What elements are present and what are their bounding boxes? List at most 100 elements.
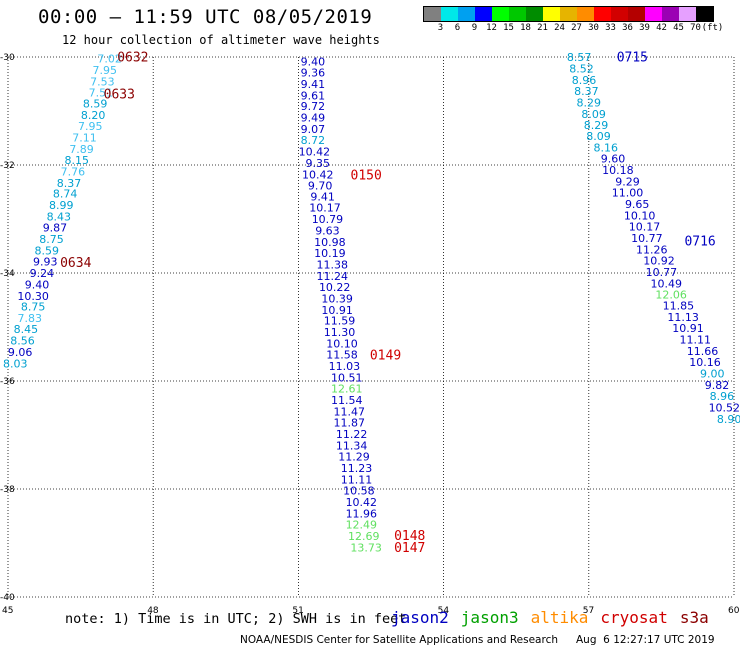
page-subtitle: 12 hour collection of altimeter wave hei… [62, 33, 380, 47]
wave-height-value: 13.73 [350, 541, 382, 554]
color-scale-label: 3 [437, 23, 444, 33]
pass-time-label: 0148 [394, 529, 425, 544]
wave-height-value: 8.99 [49, 199, 74, 212]
color-swatch [492, 7, 509, 21]
wave-height-value: 8.57 [567, 51, 592, 64]
pass-time-label: 0632 [117, 51, 148, 66]
wave-height-value: 11.23 [341, 462, 373, 475]
color-scale-label: 30 [588, 23, 599, 33]
color-scale-label: 33 [605, 23, 616, 33]
color-scale-bar [423, 6, 714, 22]
color-scale-label: 6 [454, 23, 461, 33]
wave-height-value: 10.79 [312, 213, 344, 226]
wave-height-value: 9.93 [33, 256, 58, 269]
wave-height-value: 11.11 [680, 334, 712, 347]
wave-height-value: 11.22 [336, 428, 368, 441]
wave-height-value: 8.16 [593, 141, 618, 154]
pass-time-label: 0149 [370, 349, 401, 364]
wave-height-value: 8.90 [717, 413, 740, 426]
color-scale-label: 15 [503, 23, 514, 33]
wave-height-value: 9.61 [301, 89, 326, 102]
wave-height-value: 9.49 [301, 112, 326, 125]
wave-height-value: 12.69 [348, 530, 380, 543]
color-swatch [696, 7, 713, 21]
wave-height-value: 11.96 [346, 507, 378, 520]
wave-height-value: 9.41 [301, 78, 326, 91]
wave-height-value: 8.59 [34, 244, 59, 257]
wave-height-value: 8.09 [581, 108, 606, 121]
lon-tick-label: 51 [292, 606, 303, 616]
wave-height-value: 9.40 [25, 278, 50, 291]
lon-tick-label: 57 [583, 606, 594, 616]
wave-height-value: 11.11 [341, 473, 373, 486]
color-swatch [560, 7, 577, 21]
footer: NOAA/NESDIS Center for Satellite Applica… [240, 634, 715, 646]
pass-time-label: 0147 [394, 541, 425, 556]
wave-height-value: 8.45 [14, 323, 39, 336]
wave-height-value: 12.49 [346, 519, 378, 532]
wave-height-value: 10.49 [650, 277, 682, 290]
wave-height-value: 7.11 [72, 132, 97, 145]
wave-height-value: 10.58 [343, 485, 375, 498]
color-scale-label: 42 [656, 23, 667, 33]
color-swatch [594, 7, 611, 21]
color-swatch [543, 7, 560, 21]
wave-height-value: 10.42 [302, 168, 334, 181]
wave-height-value: 11.30 [324, 326, 356, 339]
wave-height-value: 10.77 [646, 266, 678, 279]
units-note: note: 1) Time is in UTC; 2) SWH is in fe… [65, 611, 407, 627]
satellite-legend: jason2 jason3 altika cryosat s3a [391, 608, 721, 627]
wave-height-value: 11.87 [333, 417, 365, 430]
wave-height-value: 9.00 [700, 368, 725, 381]
wave-height-value: 11.03 [329, 360, 361, 373]
wave-height-value: 9.70 [308, 180, 333, 193]
wave-height-value: 8.75 [39, 233, 64, 246]
wave-height-value: 11.38 [317, 258, 349, 271]
wave-height-value: 11.54 [331, 394, 363, 407]
wave-height-value: 10.10 [624, 209, 656, 222]
wave-height-value: 9.41 [310, 190, 335, 203]
color-swatch [577, 7, 594, 21]
wave-height-value: 8.37 [574, 85, 599, 98]
wave-height-value: 8.29 [584, 119, 609, 132]
legend-jason2: jason2 [391, 608, 449, 627]
wave-height-value: 9.07 [301, 123, 326, 136]
wave-height-value: 8.75 [21, 301, 46, 314]
wave-height-value: 10.51 [331, 371, 363, 384]
wave-height-value: 10.39 [321, 292, 353, 305]
lat-tick-label: -40 [0, 593, 15, 603]
legend-altika: altika [530, 608, 589, 627]
color-scale-label: 18 [520, 23, 531, 33]
color-swatch [628, 7, 645, 21]
wave-height-value: 8.56 [10, 335, 35, 348]
wave-height-value: 11.26 [636, 243, 668, 256]
wave-height-value: 9.87 [43, 222, 68, 235]
wave-height-value: 9.36 [301, 67, 326, 80]
wave-height-value: 11.47 [333, 405, 365, 418]
color-swatch [662, 7, 679, 21]
wave-height-value: 11.66 [687, 345, 719, 358]
wave-height-value: 11.00 [612, 187, 644, 200]
color-scale-label: 39 [639, 23, 650, 33]
wave-height-value: 11.24 [317, 270, 349, 283]
color-swatch [441, 7, 458, 21]
wave-height-value: 9.63 [315, 224, 340, 237]
wave-height-value: 8.96 [572, 74, 597, 87]
wave-height-value: 11.29 [338, 451, 370, 464]
color-scale-label: 9 [471, 23, 478, 33]
wave-height-value: 10.18 [602, 164, 634, 177]
wave-height-value: 9.60 [601, 153, 626, 166]
wave-height-value: 10.92 [643, 255, 675, 268]
wave-height-value: 10.22 [319, 281, 351, 294]
wave-height-value: 8.03 [3, 357, 28, 370]
pass-time-label: 0634 [60, 256, 91, 271]
wave-height-value: 11.13 [667, 311, 699, 324]
wave-height-value: 10.91 [672, 322, 704, 335]
wave-height-value: 8.52 [569, 62, 594, 75]
color-swatch [645, 7, 662, 21]
wave-height-value: 10.19 [314, 247, 346, 260]
wave-height-value: 8.37 [57, 177, 82, 190]
color-scale-label: 36 [622, 23, 633, 33]
wave-height-value: 9.35 [306, 157, 331, 170]
